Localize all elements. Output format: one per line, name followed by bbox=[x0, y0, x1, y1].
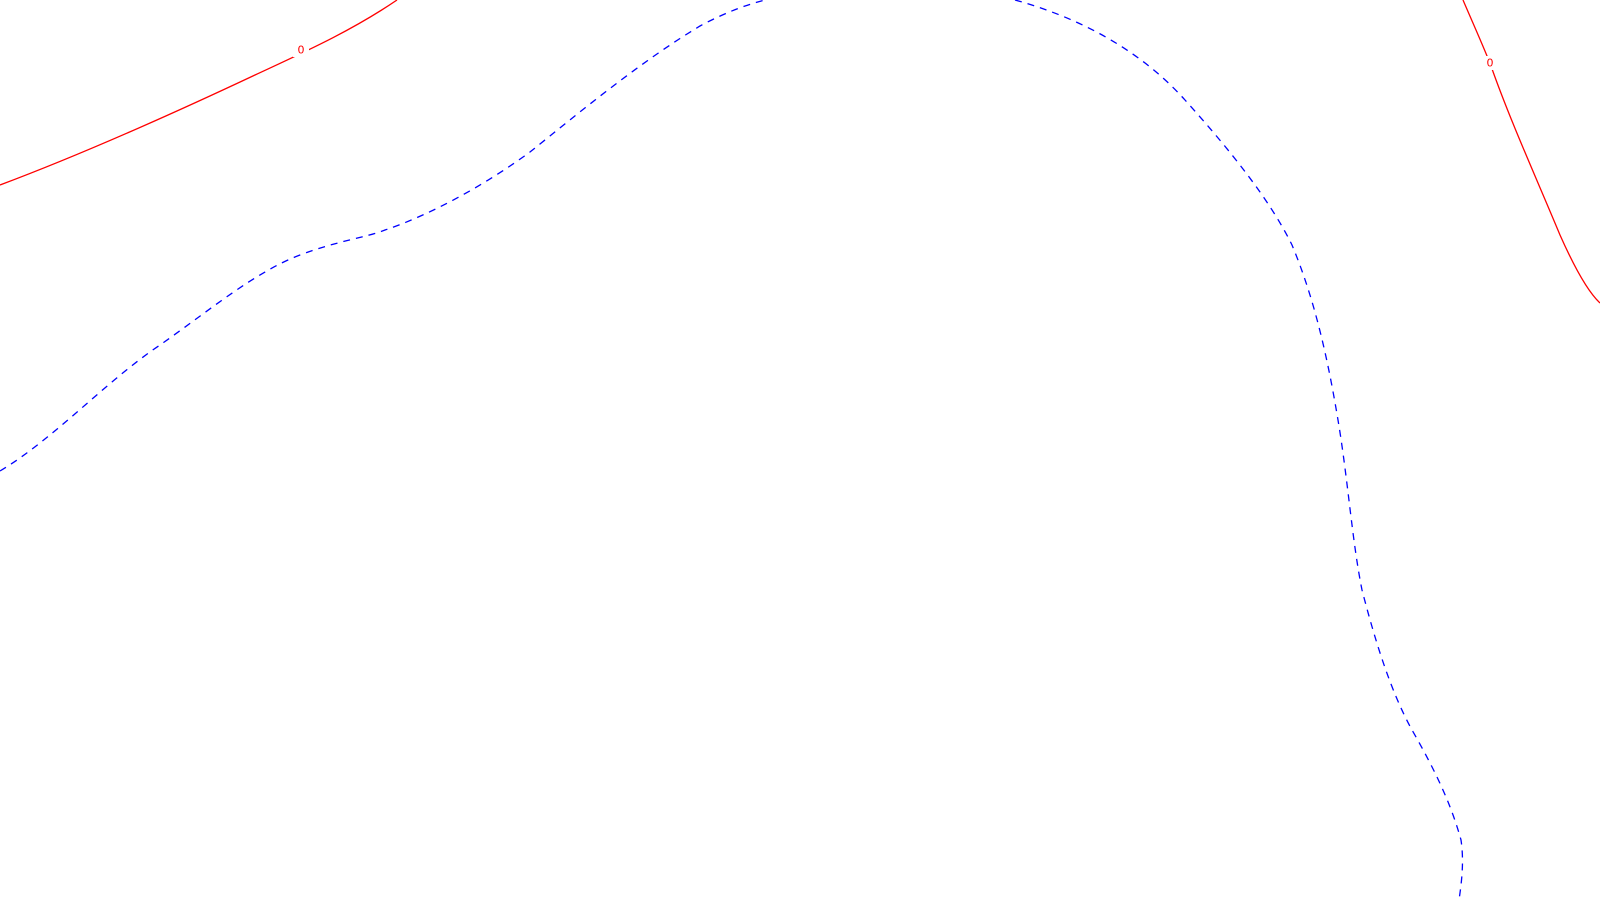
negative-contour-arc bbox=[0, 0, 1464, 900]
zero-contour-upper-left bbox=[0, 0, 398, 186]
contour-label-background-upper-right bbox=[1482, 56, 1498, 70]
contour-label-background-upper-left bbox=[293, 43, 309, 57]
zero-contour-upper-right bbox=[1462, 0, 1600, 304]
contour-label-upper-right: 0 bbox=[1487, 57, 1494, 70]
contour-label-upper-left: 0 bbox=[298, 44, 305, 57]
